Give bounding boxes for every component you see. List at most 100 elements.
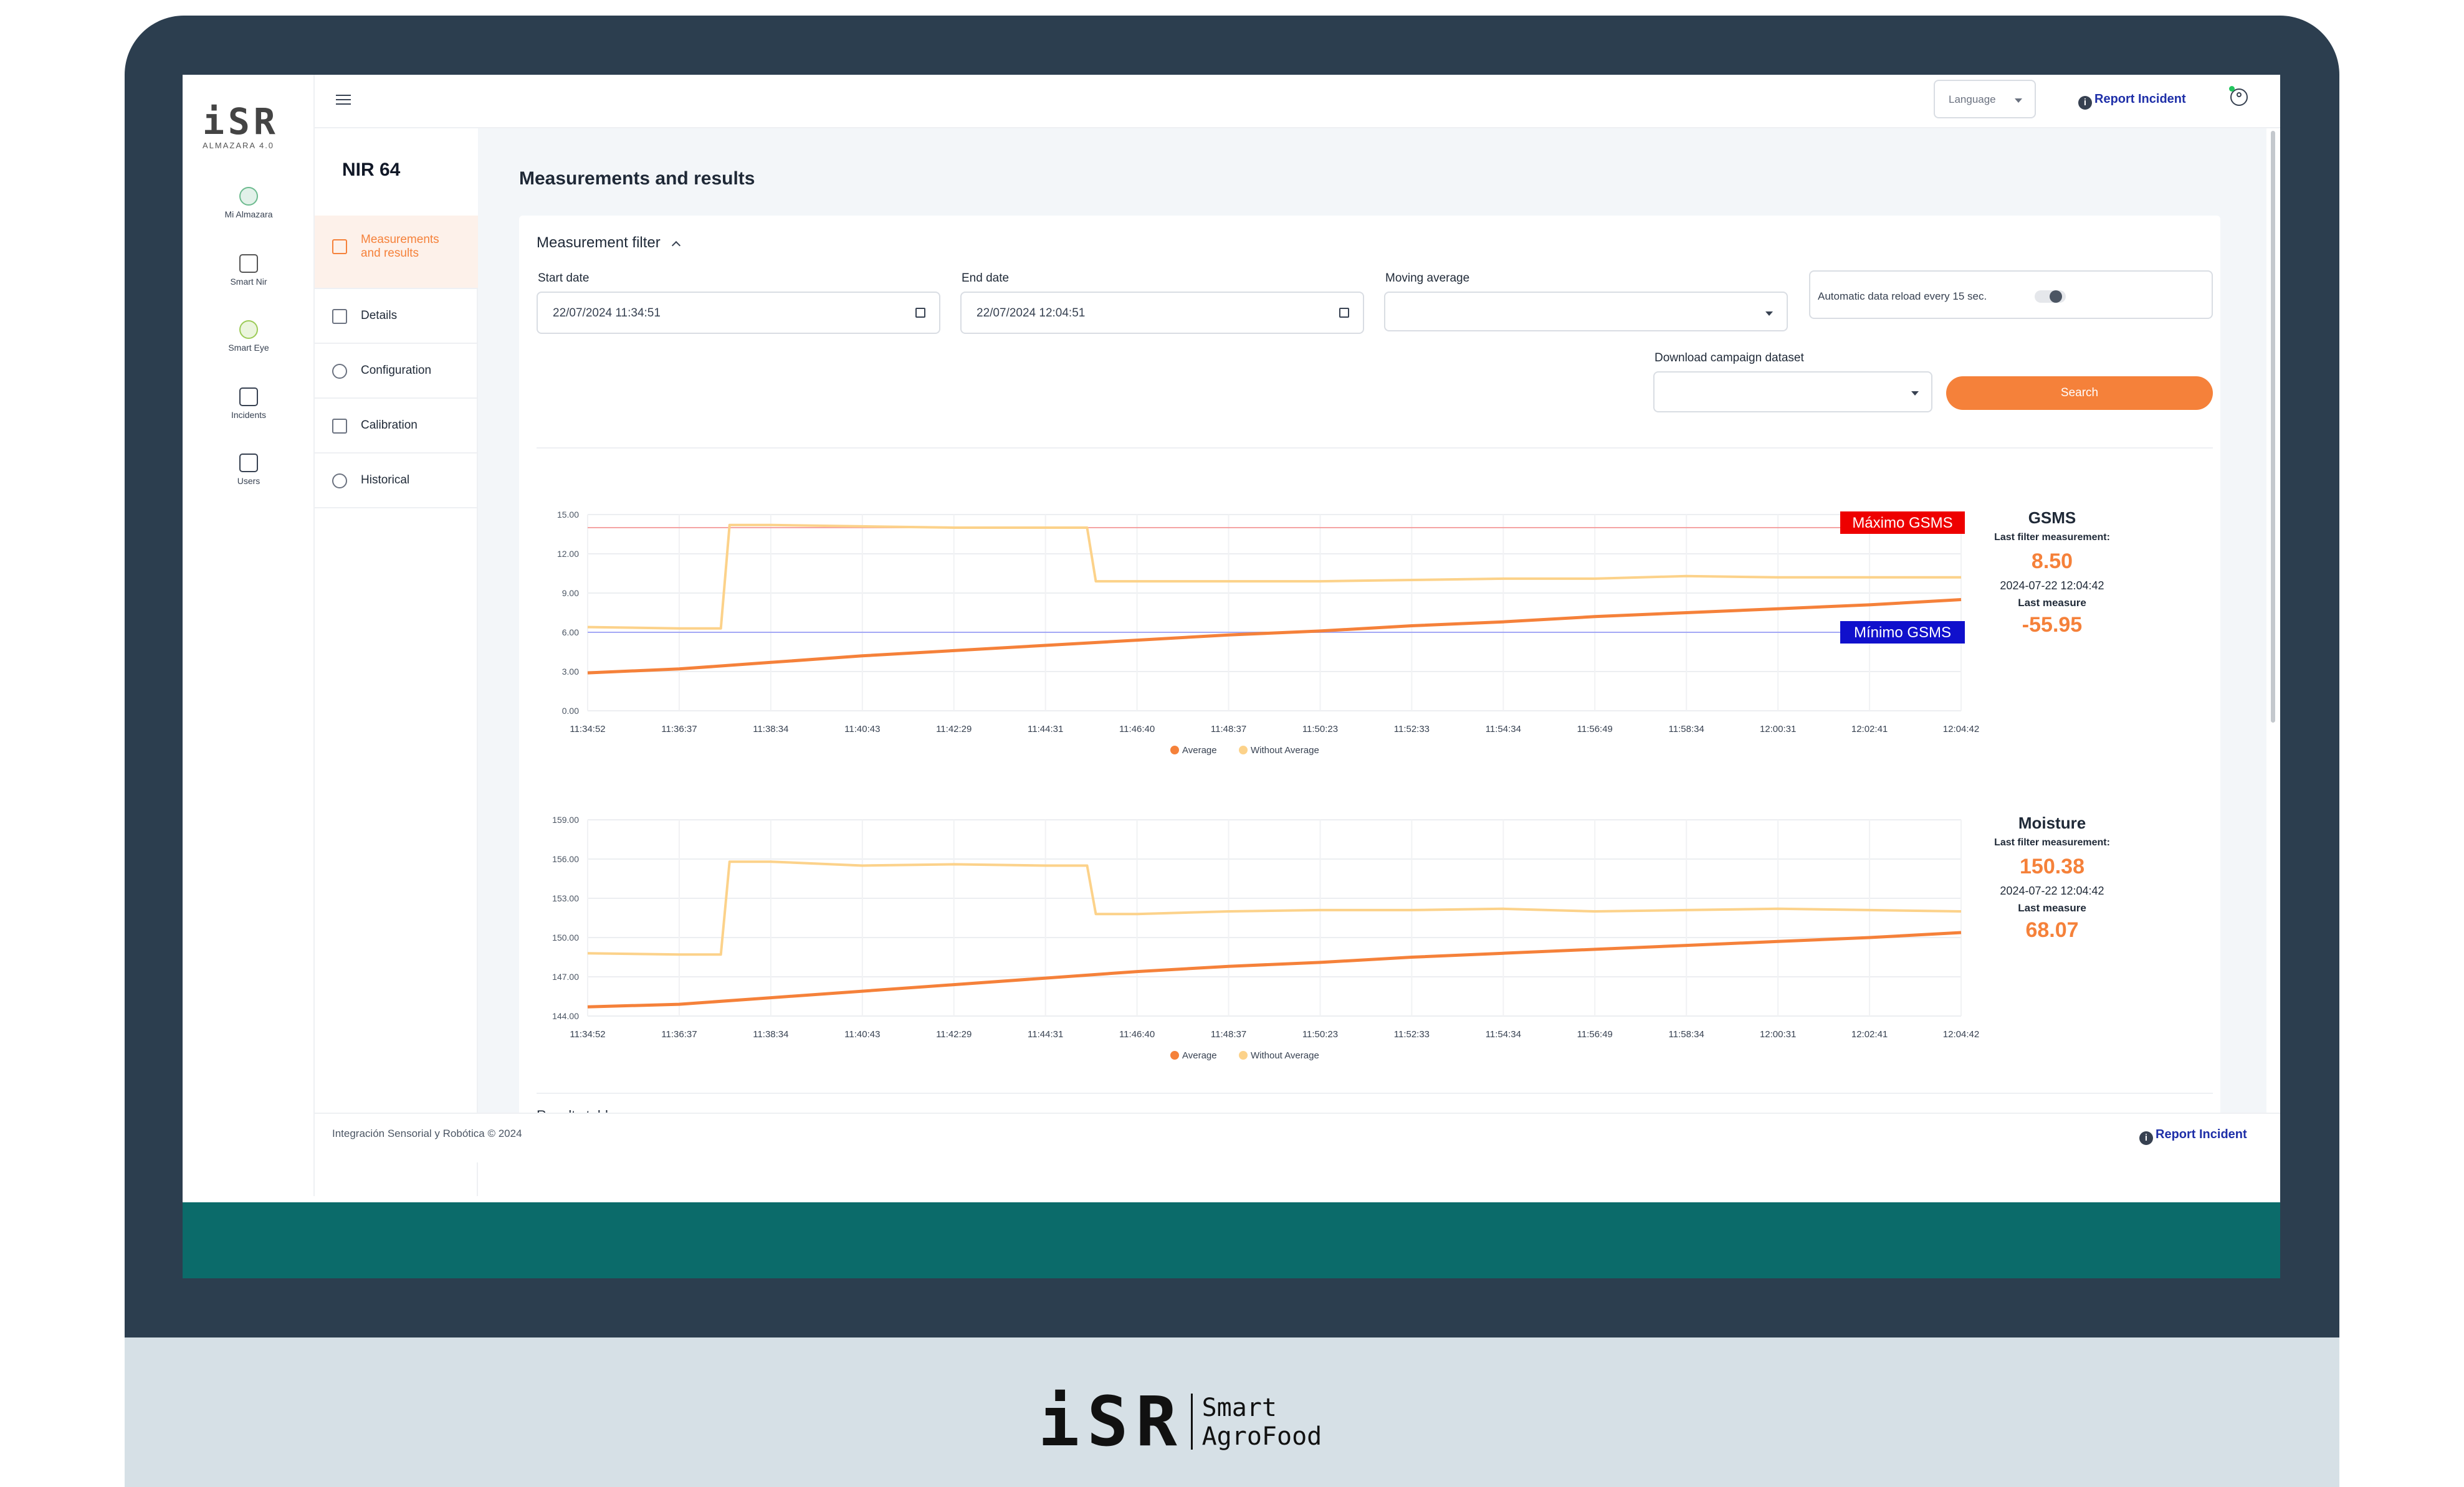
x-tick-label: 11:34:52 <box>570 1029 605 1040</box>
nav-item-label-line1: Details <box>361 309 398 322</box>
nav-item-details[interactable]: Details <box>315 289 478 344</box>
x-tick-label: 11:38:34 <box>753 1029 788 1040</box>
legend-label: Average <box>1182 1050 1217 1061</box>
x-tick-label: 11:38:34 <box>753 724 788 734</box>
start-date-input[interactable]: 22/07/2024 11:34:51 <box>537 292 940 334</box>
rail-item-label: Smart Nir <box>230 277 267 287</box>
x-tick-label: 12:02:41 <box>1851 1029 1888 1040</box>
rail-item-label: Mi Almazara <box>224 209 273 219</box>
nav-item-measurements[interactable]: Measurements and results <box>315 216 478 289</box>
footer-report-incident-link[interactable]: i Report Incident <box>2139 1128 2247 1145</box>
moving-average-select[interactable] <box>1384 292 1788 331</box>
rail-item-users[interactable]: Users <box>183 454 315 486</box>
mail-icon <box>239 387 258 406</box>
nav-item-label-line1: Configuration <box>361 364 432 377</box>
chevron-down-icon <box>1765 311 1773 316</box>
x-tick-label: 11:46:40 <box>1119 1029 1155 1040</box>
app-logo[interactable]: iSR ALMAZARA 4.0 <box>203 103 296 150</box>
x-tick-label: 11:52:33 <box>1394 724 1430 734</box>
x-tick-label: 11:56:49 <box>1577 1029 1613 1040</box>
rail-item-mi-almazara[interactable]: Mi Almazara <box>183 187 315 219</box>
x-tick-label: 11:42:29 <box>936 1029 972 1040</box>
pulse-icon <box>332 239 347 254</box>
y-tick-label: 144.00 <box>552 1011 579 1021</box>
results-divider <box>537 1093 2213 1094</box>
auto-reload-toggle[interactable] <box>2035 290 2066 303</box>
bottom-logo-divider <box>1191 1394 1193 1450</box>
moisture-timestamp: 2024-07-22 12:04:42 <box>2000 885 2104 897</box>
x-tick-label: 11:54:34 <box>1486 724 1521 734</box>
report-incident-label: Report Incident <box>2094 92 2186 106</box>
y-tick-label: 3.00 <box>562 667 579 677</box>
nav-item-label-line1: Historical <box>361 473 410 487</box>
series-line-without-average <box>587 860 1962 956</box>
rail-item-smart-nir[interactable]: Smart Nir <box>183 254 315 287</box>
side-nav: Measurements and results Details Configurat… <box>315 216 478 1196</box>
device-icon <box>239 254 258 273</box>
x-tick-label: 11:48:37 <box>1211 1029 1246 1040</box>
nav-item-historical[interactable]: Historical <box>315 454 478 508</box>
filter-divider <box>537 447 2213 449</box>
legend-marker <box>1170 1051 1179 1060</box>
sliders-icon <box>332 419 347 434</box>
x-tick-label: 12:04:42 <box>1943 724 1979 734</box>
legend-label: Without Average <box>1251 1050 1319 1061</box>
x-tick-label: 11:58:34 <box>1669 1029 1704 1040</box>
scrollbar-thumb[interactable] <box>2271 131 2275 723</box>
page-title: Measurements and results <box>519 168 755 189</box>
calendar-icon <box>1339 308 1349 318</box>
y-tick-label: 147.00 <box>552 972 579 982</box>
rail-item-smart-eye[interactable]: Smart Eye <box>183 320 315 353</box>
legend-marker <box>1239 1051 1248 1060</box>
nav-item-configuration[interactable]: Configuration <box>315 344 478 399</box>
nav-item-calibration[interactable]: Calibration <box>315 399 478 454</box>
x-tick-label: 11:42:29 <box>936 724 972 734</box>
threshold-label: Máximo GSMS <box>1852 515 1952 531</box>
y-tick-label: 159.00 <box>552 815 579 825</box>
legend-marker <box>1239 746 1248 754</box>
user-account-icon[interactable] <box>2229 86 2248 106</box>
bottom-logo-mark: iSR <box>1038 1382 1185 1461</box>
hamburger-menu-icon[interactable] <box>336 95 351 107</box>
main-scrollbar[interactable] <box>2266 128 2280 1113</box>
rail-item-label: Incidents <box>231 410 267 420</box>
end-date-input[interactable]: 22/07/2024 12:04:51 <box>960 292 1364 334</box>
chevron-down-icon <box>2015 98 2022 103</box>
threshold-label-background <box>1840 511 1965 534</box>
x-tick-label: 11:46:40 <box>1119 724 1155 734</box>
moisture-last-measure-value: 68.07 <box>2025 918 2079 942</box>
olive-icon <box>239 187 258 206</box>
search-button[interactable]: Search <box>1946 376 2213 410</box>
x-tick-label: 11:54:34 <box>1486 1029 1521 1040</box>
x-tick-label: 11:36:37 <box>661 1029 697 1040</box>
auto-reload-toggle-box: Automatic data reload every 15 sec. <box>1809 270 2213 319</box>
language-select[interactable]: Language <box>1934 80 2036 118</box>
start-date-label: Start date <box>538 272 590 285</box>
x-tick-label: 11:58:34 <box>1669 724 1704 734</box>
x-tick-label: 11:40:43 <box>844 724 880 734</box>
bottom-logo-text: Smart AgroFood <box>1202 1394 1322 1451</box>
x-tick-label: 11:56:49 <box>1577 724 1613 734</box>
list-icon <box>332 309 347 324</box>
nav-item-label: Configuration <box>361 364 431 378</box>
moving-average-label: Moving average <box>1385 272 1470 285</box>
moisture-last-filter-value: 150.38 <box>2020 855 2084 878</box>
rail-item-incidents[interactable]: Incidents <box>183 387 315 420</box>
gsms-last-filter-label: Last filter measurement: <box>1994 532 2110 543</box>
download-dataset-select[interactable] <box>1653 371 1932 412</box>
y-tick-label: 0.00 <box>562 706 579 716</box>
footer: Integración Sensorial y Robótica © 2024 … <box>315 1113 2280 1162</box>
footer-report-incident-label: Report Incident <box>2156 1128 2247 1141</box>
x-tick-label: 11:48:37 <box>1211 724 1246 734</box>
y-tick-label: 150.00 <box>552 933 579 943</box>
report-incident-link[interactable]: i Report Incident <box>2078 92 2186 110</box>
y-tick-label: 156.00 <box>552 854 579 864</box>
filter-toggle[interactable]: Measurement filter <box>537 234 681 252</box>
bottom-logo: iSR Smart AgroFood <box>1038 1387 1322 1456</box>
series-line-average <box>587 931 1962 1009</box>
olives-icon <box>239 320 258 339</box>
nav-item-label: Historical <box>361 473 409 487</box>
x-tick-label: 11:44:31 <box>1028 724 1063 734</box>
screen: iSR ALMAZARA 4.0 Mi Almazara Smart Nir Sma… <box>183 75 2280 1202</box>
x-tick-label: 11:52:33 <box>1394 1029 1430 1040</box>
